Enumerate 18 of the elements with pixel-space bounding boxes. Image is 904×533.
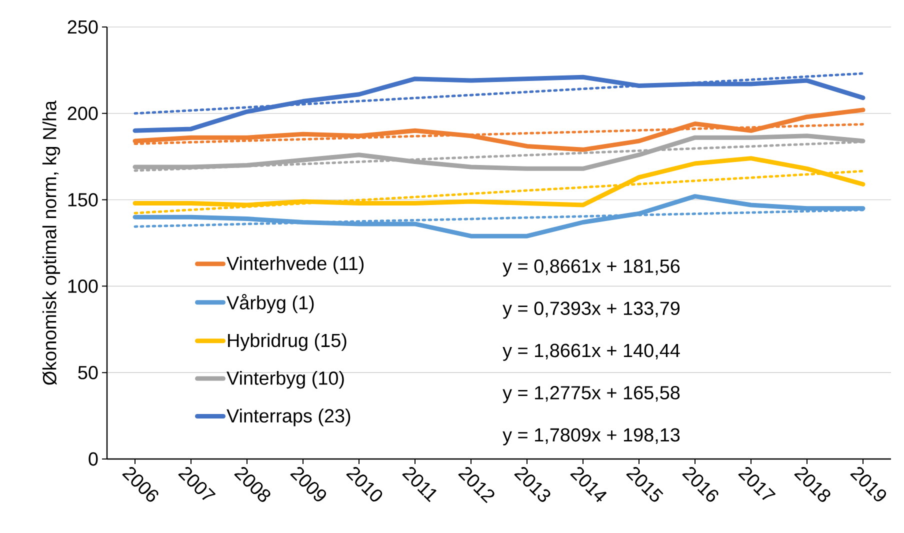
y-axis-title: Økonomisk optimal norm, kg N/ha [42,100,60,385]
y-tick-label: 0 [88,452,98,466]
y-tick-label: 50 [78,366,98,380]
annotation: y = 1,2775x + 165,58 [502,386,680,404]
legend-label: Vinterhvede (11) [226,256,364,274]
y-tick-label: 150 [68,193,98,206]
y-tick-label: 250 [68,20,98,34]
line-series [132,108,866,152]
legend-label: Vinterraps (23) [226,408,350,426]
annotation: y = 1,8661x + 140,44 [502,344,680,361]
annotation: y = 0,8661x + 181,56 [502,259,680,277]
y-tick-label: 200 [68,106,98,120]
legend-label: Hybridrug (15) [228,333,346,351]
annotation: y = 0,7393x + 133,79 [502,302,680,319]
y-tick-label: 100 [68,279,98,293]
legend-label: Vinterbyg (10) [226,370,344,389]
legend-label: Vårbyg (1) [226,294,314,314]
annotation: y = 1,7809x + 198,13 [502,428,680,446]
